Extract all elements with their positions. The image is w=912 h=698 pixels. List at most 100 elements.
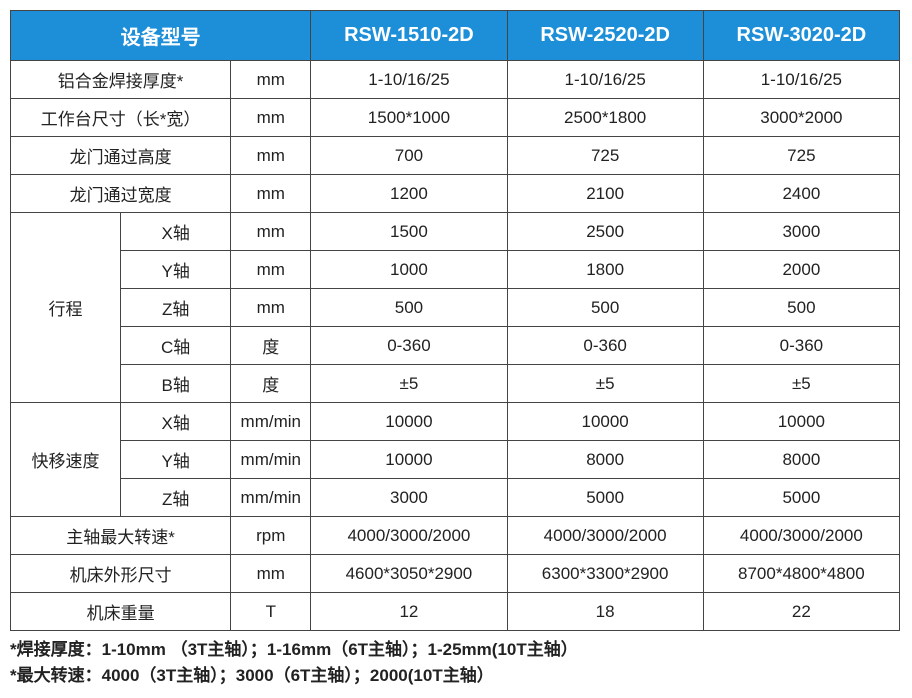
unit: mm/min <box>231 479 311 517</box>
row-travel-x: 行程 X轴 mm 1500 2500 3000 <box>11 213 900 251</box>
v1: 1500 <box>311 213 507 251</box>
row-thickness: 铝合金焊接厚度* mm 1-10/16/25 1-10/16/25 1-10/1… <box>11 61 900 99</box>
v1: 4000/3000/2000 <box>311 517 507 555</box>
v1: 1000 <box>311 251 507 289</box>
v3: 8000 <box>703 441 899 479</box>
v3: 8700*4800*4800 <box>703 555 899 593</box>
v2: 6300*3300*2900 <box>507 555 703 593</box>
v2: 2500 <box>507 213 703 251</box>
unit: 度 <box>231 327 311 365</box>
row-gantry-height: 龙门通过高度 mm 700 725 725 <box>11 137 900 175</box>
v2: 8000 <box>507 441 703 479</box>
unit: mm <box>231 289 311 327</box>
group-travel: 行程 <box>11 213 121 403</box>
label: 龙门通过宽度 <box>11 175 231 213</box>
v3: 5000 <box>703 479 899 517</box>
unit: rpm <box>231 517 311 555</box>
unit: mm/min <box>231 441 311 479</box>
v3: ±5 <box>703 365 899 403</box>
spec-table: 设备型号 RSW-1510-2D RSW-2520-2D RSW-3020-2D… <box>10 10 900 631</box>
v3: 4000/3000/2000 <box>703 517 899 555</box>
label: 机床重量 <box>11 593 231 631</box>
axis: X轴 <box>121 403 231 441</box>
v3: 3000*2000 <box>703 99 899 137</box>
header-m1: RSW-1510-2D <box>311 11 507 61</box>
v3: 725 <box>703 137 899 175</box>
unit: 度 <box>231 365 311 403</box>
row-travel-z: Z轴 mm 500 500 500 <box>11 289 900 327</box>
v2: 0-360 <box>507 327 703 365</box>
axis: Z轴 <box>121 479 231 517</box>
v2: 1-10/16/25 <box>507 61 703 99</box>
row-travel-b: B轴 度 ±5 ±5 ±5 <box>11 365 900 403</box>
v3: 500 <box>703 289 899 327</box>
v1: 10000 <box>311 403 507 441</box>
v1: 700 <box>311 137 507 175</box>
v1: 12 <box>311 593 507 631</box>
v1: 1200 <box>311 175 507 213</box>
v3: 0-360 <box>703 327 899 365</box>
label: 机床外形尺寸 <box>11 555 231 593</box>
v1: ±5 <box>311 365 507 403</box>
v2: 2500*1800 <box>507 99 703 137</box>
row-travel-y: Y轴 mm 1000 1800 2000 <box>11 251 900 289</box>
axis: Y轴 <box>121 441 231 479</box>
row-travel-c: C轴 度 0-360 0-360 0-360 <box>11 327 900 365</box>
v2: 1800 <box>507 251 703 289</box>
label: 铝合金焊接厚度* <box>11 61 231 99</box>
v3: 1-10/16/25 <box>703 61 899 99</box>
row-outline: 机床外形尺寸 mm 4600*3050*2900 6300*3300*2900 … <box>11 555 900 593</box>
v1: 1-10/16/25 <box>311 61 507 99</box>
row-spindle: 主轴最大转速* rpm 4000/3000/2000 4000/3000/200… <box>11 517 900 555</box>
header-row: 设备型号 RSW-1510-2D RSW-2520-2D RSW-3020-2D <box>11 11 900 61</box>
v3: 2000 <box>703 251 899 289</box>
row-rapid-y: Y轴 mm/min 10000 8000 8000 <box>11 441 900 479</box>
v2: 18 <box>507 593 703 631</box>
v1: 10000 <box>311 441 507 479</box>
v3: 3000 <box>703 213 899 251</box>
label: 龙门通过高度 <box>11 137 231 175</box>
v1: 3000 <box>311 479 507 517</box>
row-worktable: 工作台尺寸（长*宽） mm 1500*1000 2500*1800 3000*2… <box>11 99 900 137</box>
header-m2: RSW-2520-2D <box>507 11 703 61</box>
v1: 500 <box>311 289 507 327</box>
v2: 5000 <box>507 479 703 517</box>
unit: T <box>231 593 311 631</box>
footnotes: *焊接厚度：1-10mm （3T主轴）；1-16mm（6T主轴）；1-25mm(… <box>10 637 902 688</box>
unit: mm <box>231 251 311 289</box>
v3: 10000 <box>703 403 899 441</box>
v2: 500 <box>507 289 703 327</box>
row-rapid-z: Z轴 mm/min 3000 5000 5000 <box>11 479 900 517</box>
label: 主轴最大转速* <box>11 517 231 555</box>
v2: ±5 <box>507 365 703 403</box>
unit: mm <box>231 99 311 137</box>
group-rapid: 快移速度 <box>11 403 121 517</box>
v2: 725 <box>507 137 703 175</box>
unit: mm <box>231 555 311 593</box>
label: 工作台尺寸（长*宽） <box>11 99 231 137</box>
v2: 4000/3000/2000 <box>507 517 703 555</box>
unit: mm/min <box>231 403 311 441</box>
unit: mm <box>231 175 311 213</box>
v1: 1500*1000 <box>311 99 507 137</box>
v2: 10000 <box>507 403 703 441</box>
unit: mm <box>231 61 311 99</box>
footnote-1: *焊接厚度：1-10mm （3T主轴）；1-16mm（6T主轴）；1-25mm(… <box>10 637 902 663</box>
unit: mm <box>231 137 311 175</box>
row-weight: 机床重量 T 12 18 22 <box>11 593 900 631</box>
row-gantry-width: 龙门通过宽度 mm 1200 2100 2400 <box>11 175 900 213</box>
v3: 22 <box>703 593 899 631</box>
header-model-label: 设备型号 <box>11 11 311 61</box>
axis: Y轴 <box>121 251 231 289</box>
axis: Z轴 <box>121 289 231 327</box>
footnote-2: *最大转速：4000（3T主轴）；3000（6T主轴）；2000(10T主轴） <box>10 663 902 689</box>
unit: mm <box>231 213 311 251</box>
v1: 4600*3050*2900 <box>311 555 507 593</box>
v1: 0-360 <box>311 327 507 365</box>
v3: 2400 <box>703 175 899 213</box>
axis: B轴 <box>121 365 231 403</box>
v2: 2100 <box>507 175 703 213</box>
axis: C轴 <box>121 327 231 365</box>
row-rapid-x: 快移速度 X轴 mm/min 10000 10000 10000 <box>11 403 900 441</box>
header-m3: RSW-3020-2D <box>703 11 899 61</box>
